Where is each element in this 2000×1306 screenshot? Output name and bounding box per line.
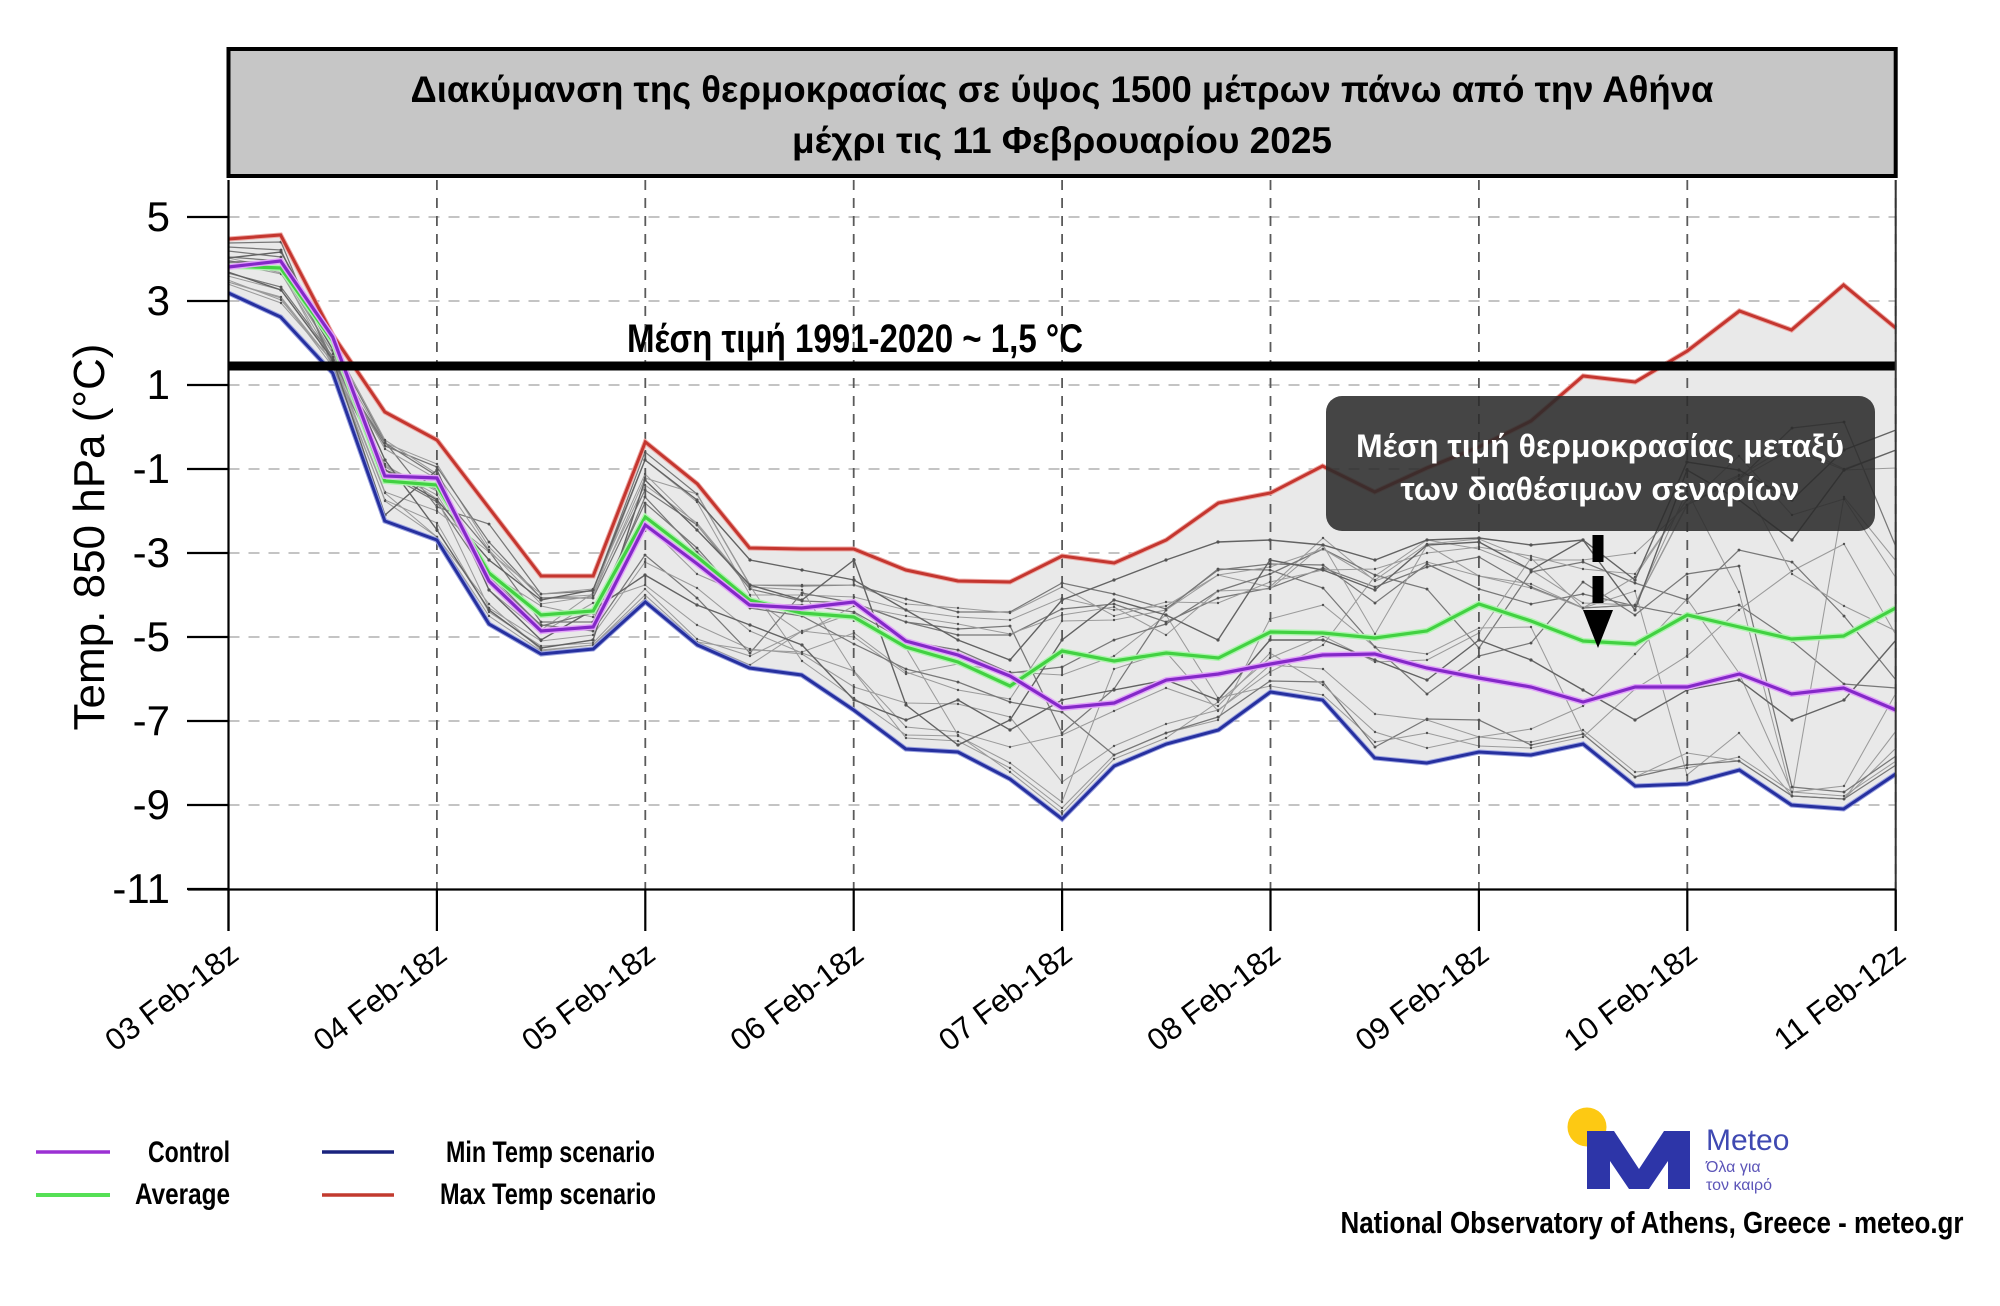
svg-text:μέχρι τις 11 Φεβρουαρίου 2025: μέχρι τις 11 Φεβρουαρίου 2025 xyxy=(792,120,1332,161)
svg-text:National Observatory of Athens: National Observatory of Athens, Greece -… xyxy=(1341,1205,1964,1240)
svg-text:1: 1 xyxy=(147,361,170,408)
svg-text:τον καιρό: τον καιρό xyxy=(1706,1177,1772,1194)
svg-text:-7: -7 xyxy=(133,697,170,744)
svg-text:Meteo: Meteo xyxy=(1706,1124,1789,1157)
svg-text:5: 5 xyxy=(147,193,170,240)
svg-text:-9: -9 xyxy=(133,781,170,828)
svg-text:των διαθέσιμων σεναρίων: των διαθέσιμων σεναρίων xyxy=(1401,471,1800,507)
svg-text:Temp. 850 hPa (°C): Temp. 850 hPa (°C) xyxy=(65,344,114,731)
svg-text:-11: -11 xyxy=(112,865,170,912)
svg-text:Average: Average xyxy=(135,1178,230,1211)
svg-text:Μέση τιμή 1991-2020 ~ 1,5 °C: Μέση τιμή 1991-2020 ~ 1,5 °C xyxy=(627,317,1083,361)
svg-text:-3: -3 xyxy=(133,529,170,576)
svg-text:3: 3 xyxy=(147,277,170,324)
svg-text:Min Temp scenario: Min Temp scenario xyxy=(446,1136,655,1169)
svg-text:Max Temp scenario: Max Temp scenario xyxy=(440,1178,656,1211)
svg-text:Control: Control xyxy=(148,1136,230,1169)
svg-text:Όλα για: Όλα για xyxy=(1705,1159,1761,1176)
svg-text:Μέση τιμή θερμοκρασίας μεταξύ: Μέση τιμή θερμοκρασίας μεταξύ xyxy=(1356,428,1844,464)
svg-text:Διακύμανση της θερμοκρασίας σε: Διακύμανση της θερμοκρασίας σε ύψος 1500… xyxy=(411,69,1714,110)
svg-text:-1: -1 xyxy=(133,445,170,492)
svg-text:-5: -5 xyxy=(133,613,170,660)
